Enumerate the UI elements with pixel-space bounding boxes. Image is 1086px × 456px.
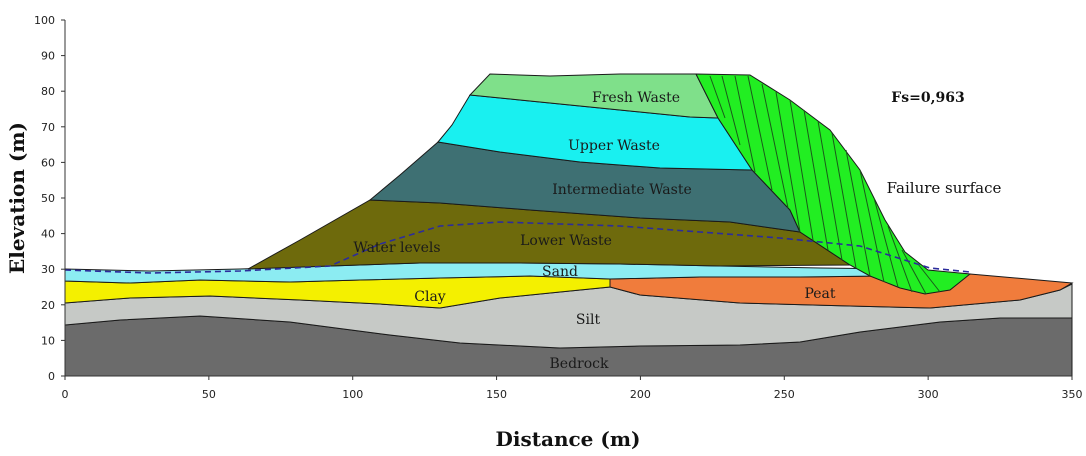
label-lower-waste: Lower Waste	[520, 233, 612, 249]
y-tick-label: 60	[41, 156, 55, 169]
y-tick-label: 30	[41, 263, 55, 276]
failure-wedge	[695, 73, 972, 295]
label-sand: Sand	[542, 264, 578, 280]
x-tick-label: 350	[1062, 388, 1083, 401]
label-intermediate-waste: Intermediate Waste	[552, 182, 691, 198]
y-tick-label: 50	[41, 192, 55, 205]
y-tick-label: 70	[41, 121, 55, 134]
label-silt: Silt	[576, 312, 601, 328]
label-upper-waste: Upper Waste	[568, 138, 660, 154]
x-axis-title: Distance (m)	[496, 427, 641, 451]
x-tick-label: 300	[918, 388, 939, 401]
factor-of-safety-label: Fs=0,963	[891, 90, 964, 106]
y-tick-label: 0	[48, 370, 55, 383]
y-tick-label: 10	[41, 334, 55, 347]
x-tick-label: 150	[486, 388, 507, 401]
label-clay: Clay	[414, 289, 446, 305]
x-tick-label: 100	[342, 388, 363, 401]
x-tick-label: 0	[62, 388, 69, 401]
failure-surface-label: Failure surface	[887, 179, 1002, 197]
x-tick-label: 250	[774, 388, 795, 401]
label-peat: Peat	[804, 286, 835, 302]
label-fresh-waste: Fresh Waste	[592, 90, 680, 106]
y-tick-label: 80	[41, 85, 55, 98]
label-water-levels: Water levels	[353, 240, 440, 256]
layer-labels: Fresh Waste Upper Waste Intermediate Was…	[353, 90, 835, 372]
y-tick-label: 40	[41, 228, 55, 241]
x-tick-label: 50	[202, 388, 216, 401]
y-axis-title: Elevation (m)	[5, 122, 29, 274]
y-tick-label: 20	[41, 299, 55, 312]
failure-hatch-lines	[709, 75, 941, 295]
cross-section-layers	[64, 73, 1074, 377]
label-bedrock: Bedrock	[550, 356, 609, 372]
y-ticks: 0 10 20 30 40 50 60 70 80 90 100	[34, 14, 65, 383]
x-tick-label: 200	[630, 388, 651, 401]
y-tick-label: 90	[41, 50, 55, 63]
axes: 0 50 100 150 200 250 300 350 0 10 20 30 40 50 60 70 80 9…	[5, 14, 1083, 451]
x-ticks: 0 50 100 150 200 250 300 350	[62, 376, 1083, 401]
water-level-line	[64, 221, 971, 274]
y-tick-label: 100	[34, 14, 55, 27]
